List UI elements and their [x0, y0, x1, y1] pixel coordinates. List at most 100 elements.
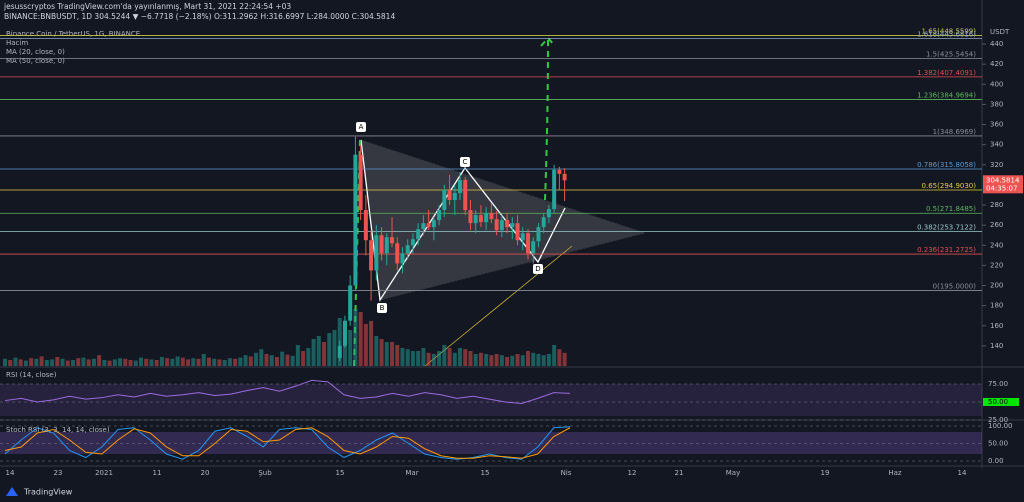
candle-body: [562, 173, 567, 181]
volume-bar: [65, 360, 70, 366]
volume-bar: [233, 358, 238, 366]
candle-body: [552, 169, 557, 210]
volume-bar: [154, 360, 159, 366]
volume-bar: [505, 357, 510, 366]
volume-bar: [285, 354, 290, 366]
pattern-point: [356, 122, 366, 132]
stoch-d-line: [4, 427, 571, 459]
time-label: 19: [821, 469, 830, 477]
footer-brand: TradingView: [23, 488, 73, 497]
pane-title: RSI (14, close): [6, 371, 57, 379]
price-tick-label: 180: [990, 302, 1003, 310]
pattern-label: A: [359, 123, 364, 131]
pane-tick-label: 50.00: [988, 398, 1008, 406]
candle-body: [442, 189, 447, 211]
time-label: 15: [481, 469, 490, 477]
volume-bar: [327, 333, 332, 366]
candle-body: [348, 285, 353, 321]
stoch-band: [0, 432, 982, 454]
candle-body: [499, 220, 504, 231]
volume-bar: [159, 357, 164, 366]
volume-bar: [118, 358, 123, 366]
volume-bar: [259, 349, 264, 366]
candle-body: [536, 227, 541, 242]
fib-label: 0(195.0000): [933, 283, 977, 291]
candle-body: [395, 243, 400, 264]
time-label: 12: [628, 469, 637, 477]
currency: USDT: [990, 28, 1010, 36]
volume-bar: [206, 357, 211, 366]
volume-bar: [353, 309, 358, 366]
volume-bar: [562, 352, 567, 366]
volume-bar: [499, 355, 504, 366]
price-tick-label: 260: [990, 221, 1003, 229]
volume-bar: [248, 356, 253, 366]
trend-line: [424, 245, 573, 367]
pane-tick-label: 100.00: [988, 422, 1013, 430]
pane-tick-label: 0.00: [988, 457, 1004, 465]
candle-body: [358, 154, 363, 211]
candle-body: [546, 209, 551, 218]
fib-label: 1.65(448.5599): [922, 27, 977, 35]
volume-bar: [112, 359, 117, 366]
volume-bar: [133, 360, 138, 366]
pattern-label: C: [463, 158, 468, 166]
volume-bar: [311, 339, 316, 366]
price-tick-label: 220: [990, 261, 1003, 269]
time-label: Mar: [405, 469, 418, 477]
volume-bar: [243, 355, 248, 366]
volume-bar: [494, 354, 499, 366]
candle-body: [458, 179, 463, 193]
logo: [6, 487, 18, 496]
volume-bar: [254, 352, 259, 366]
candle-body: [531, 241, 536, 254]
pane-tick-label: 50.00: [988, 440, 1008, 448]
price-tick-label: 280: [990, 201, 1003, 209]
volume-bar: [552, 345, 557, 366]
time-label: Haz: [888, 469, 902, 477]
level-box: [983, 398, 1019, 406]
volume-bar: [463, 349, 468, 366]
volume-bar: [97, 355, 102, 366]
volume-bar: [541, 355, 546, 366]
volume-bar: [170, 358, 175, 366]
candle-body: [447, 189, 452, 200]
price-tick-label: 160: [990, 322, 1003, 330]
volume-bar: [437, 351, 442, 366]
pattern-point: [533, 264, 543, 274]
volume-bar: [123, 358, 128, 366]
price-tick-label: 440: [990, 40, 1003, 48]
price-tick-label: 380: [990, 100, 1003, 108]
volume-bar: [138, 357, 143, 366]
candle-body: [405, 245, 410, 254]
time-label: 23: [54, 469, 63, 477]
volume-bar: [290, 355, 295, 366]
candle-body: [410, 239, 415, 246]
volume-bar: [531, 352, 536, 366]
volume-bar: [60, 358, 65, 366]
volume-bar: [269, 355, 274, 366]
time-label: 14: [958, 469, 967, 477]
volume-bar: [546, 354, 551, 366]
volume-bar: [55, 357, 60, 366]
volume-bar: [515, 354, 520, 366]
candle-body: [437, 210, 442, 221]
pattern-line: [360, 139, 566, 302]
volume-bar: [458, 348, 463, 366]
legend-entry: MA (20, close, 0): [6, 48, 65, 56]
pattern-label: B: [380, 304, 385, 312]
time-label: Nis: [561, 469, 572, 477]
volume-bar: [426, 352, 431, 366]
header-symbol: BINANCE:BNBUSDT, 1D 304.5244 ▼ −6.7718 (…: [4, 12, 395, 21]
pane-tick-label: 25.00: [988, 416, 1008, 424]
time-label: May: [726, 469, 740, 477]
legend-entry: Binance Coin / TetherUS, 1G, BINANCE: [6, 30, 140, 38]
candle-body: [494, 219, 499, 231]
candle-body: [426, 223, 431, 228]
pattern-point: [377, 303, 387, 313]
volume-bar: [442, 345, 447, 366]
candle-body: [374, 235, 379, 271]
volume-bar: [322, 342, 327, 366]
volume-bar: [274, 357, 279, 366]
volume-bar: [238, 357, 243, 366]
